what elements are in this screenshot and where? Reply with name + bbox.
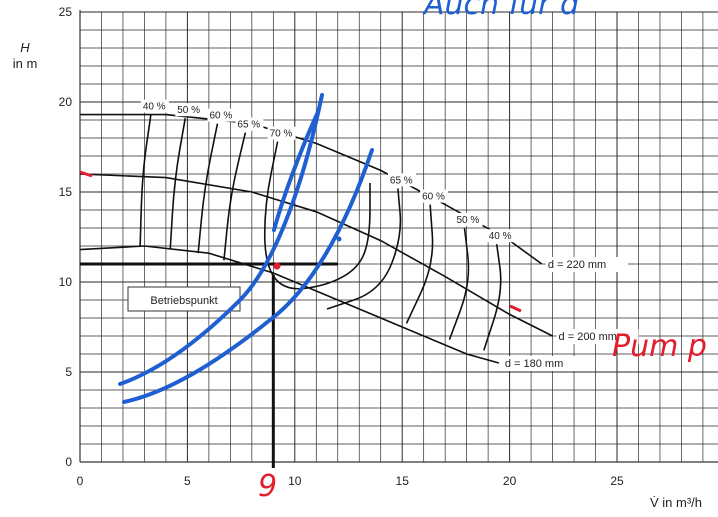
x-tick-label: 0: [77, 474, 84, 488]
efficiency-contour: [223, 132, 247, 261]
efficiency-label: 50 %: [177, 105, 200, 116]
curve-label-bg: [556, 329, 639, 344]
efficiency-label: 60 %: [422, 192, 445, 203]
x-mark-annotation: 9: [258, 469, 277, 504]
efficiency-contour: [448, 227, 470, 340]
efficiency-label-bg: [267, 126, 296, 140]
curve-label: d = 180 mm: [505, 358, 563, 370]
pump-annotation: Pum p: [612, 329, 707, 364]
y-tick-label: 25: [59, 5, 73, 19]
operating-point-box: [127, 286, 241, 312]
blue-system-curve-2: [122, 148, 374, 404]
x-axis-title: V̇ in m³/h: [650, 495, 702, 510]
axes: [79, 10, 718, 463]
x-tick-label: 20: [503, 474, 517, 488]
efficiency-label: 60 %: [209, 111, 232, 122]
y-tick-labels: 0 5 10 15 20 25: [59, 5, 73, 469]
efficiency-label: 50 %: [456, 215, 479, 226]
efficiency-contour: [169, 118, 187, 250]
efficiency-label-bg: [235, 117, 264, 131]
operating-point-lines: [80, 262, 338, 468]
y-tick-label: 0: [65, 455, 72, 469]
blue-stroke: [272, 110, 320, 232]
top-handwriting: Auch für d: [422, 0, 580, 22]
head-curves: d = 220 mm d = 200 mm d = 180 mm: [79, 113, 639, 371]
x-tick-label: 10: [288, 474, 302, 488]
efficiency-label: 65 %: [390, 175, 413, 186]
y-tick-label: 15: [59, 185, 73, 199]
y-tick-label: 5: [65, 365, 72, 379]
y-tick-label: 20: [59, 95, 73, 109]
red-tick-y: [79, 170, 93, 178]
efficiency-label-bg: [454, 213, 483, 226]
efficiency-contour: [197, 123, 219, 254]
efficiency-label-bg: [207, 108, 236, 122]
y-axis-unit: in m: [13, 56, 38, 71]
x-tick-label: 15: [396, 474, 410, 488]
efficiency-contour: [405, 204, 434, 324]
curve-label-bg: [545, 257, 628, 272]
efficiency-label: 65 %: [237, 120, 260, 131]
efficiency-label-bg: [175, 103, 204, 117]
x-tick-label: 5: [184, 474, 191, 488]
curve-label: d = 220 mm: [548, 259, 606, 271]
curve-label-bg: [502, 356, 585, 371]
red-tick-curve: [509, 304, 522, 313]
curve-label: d = 200 mm: [559, 331, 617, 343]
efficiency-label: 40 %: [489, 231, 512, 242]
head-curve-line: [79, 173, 553, 337]
efficiency-label-bg: [486, 229, 515, 243]
efficiency-label-bg: [420, 189, 449, 203]
operating-point-label: Betriebspunkt: [150, 295, 217, 307]
efficiency-label-bg: [140, 99, 169, 113]
x-tick-label: 25: [610, 474, 624, 488]
blue-dot: [336, 236, 342, 242]
efficiency-contour: [139, 114, 152, 247]
efficiency-label: 40 %: [143, 102, 166, 113]
y-axis-title: H: [20, 40, 30, 55]
red-dot: [273, 262, 281, 270]
efficiency-contour: [483, 244, 502, 351]
x-tick-labels: 0 5 10 15 20 25: [77, 474, 624, 488]
efficiency-contour: [326, 188, 402, 310]
y-tick-label: 10: [59, 275, 73, 289]
efficiency-contour: [263, 141, 371, 290]
efficiency-label-bg: [387, 173, 416, 187]
efficiency-contours: 40 % 50 % 60 % 65 % 70 % 65 % 60 % 50 % 40 %: [139, 99, 515, 351]
efficiency-label: 70 %: [270, 129, 293, 140]
blue-system-curve-1: [118, 93, 324, 386]
